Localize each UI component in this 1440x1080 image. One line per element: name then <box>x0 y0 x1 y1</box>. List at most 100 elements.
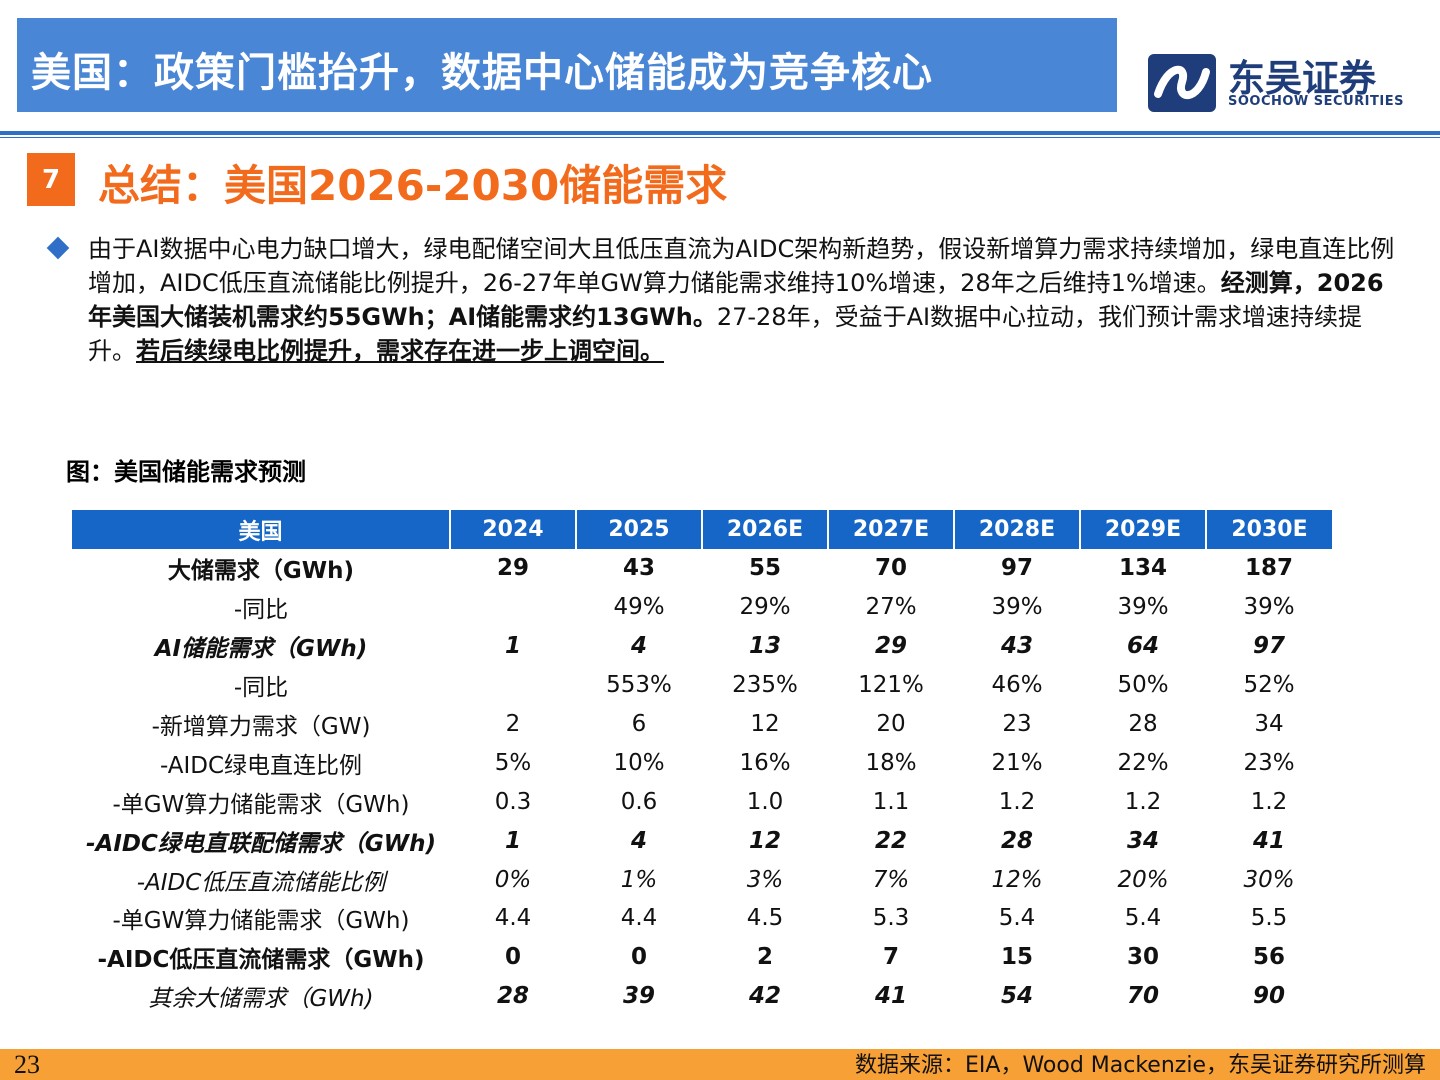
table-header-cell: 2025 <box>575 510 702 549</box>
table-cell: 54 <box>1000 983 1033 1010</box>
table-cell <box>450 588 576 627</box>
table-cell: 553% <box>606 672 672 699</box>
table-cell: 0.3 <box>494 788 532 815</box>
company-logo: 东吴证券 SOOCHOW SECURITIES <box>1148 50 1408 114</box>
table-cell: 70 <box>874 555 907 582</box>
table-row: -同比 49% 29% 27% 39% 39% 39% <box>72 588 1332 627</box>
table-cell: 34 <box>1126 827 1159 854</box>
table-cell: 21% <box>991 749 1043 776</box>
page-title: 美国：政策门槛抬升，数据中心储能成为竞争核心 <box>31 50 933 96</box>
table-cell: 5.4 <box>1124 905 1162 932</box>
table-cell: 23% <box>1243 749 1295 776</box>
table-header-row: 美国 2024 2025 2026E 2027E 2028E 2029E 203… <box>72 510 1332 549</box>
table-cell: 6 <box>631 711 647 737</box>
table-cell: 5.4 <box>998 905 1036 932</box>
table-cell: 16% <box>739 749 791 776</box>
summary-paragraph: 由于AI数据中心电力缺口增大，绿电配储空间大且低压直流为AIDC架构新趋势，假设… <box>88 232 1398 368</box>
row-label: -AIDC低压直流储需求（GWh) <box>97 947 425 974</box>
table-cell: 12% <box>991 866 1043 893</box>
table-cell: 29% <box>739 594 791 621</box>
row-label: -新增算力需求（GW) <box>151 714 371 740</box>
table-row: -同比 553% 235% 121% 46% 50% 52% <box>72 666 1332 705</box>
table-cell: 4.4 <box>620 905 658 932</box>
table-cell: 29 <box>874 633 907 660</box>
table-cell: 39% <box>991 594 1043 621</box>
row-label: -同比 <box>233 597 289 624</box>
table-cell: 56 <box>1252 944 1285 971</box>
table-row: AI储能需求（GWh) 1 4 13 29 43 64 97 <box>72 627 1332 666</box>
table-row: -AIDC绿电直联配储需求（GWh) 1 4 12 22 28 34 41 <box>72 821 1332 860</box>
title-banner: 美国：政策门槛抬升，数据中心储能成为竞争核心 <box>17 18 1117 112</box>
table-cell: 28 <box>1000 827 1033 854</box>
page-number: 23 <box>14 1050 40 1079</box>
table-cell: 55 <box>748 555 781 582</box>
table-cell: 41 <box>874 983 907 1010</box>
table-cell: 7% <box>872 866 910 893</box>
table-cell: 49% <box>613 594 665 621</box>
row-label: -单GW算力储能需求（GWh) <box>112 791 410 818</box>
table-cell: 13 <box>748 633 781 660</box>
table-row: -AIDC绿电直连比例 5% 10% 16% 18% 21% 22% 23% <box>72 743 1332 782</box>
row-label: AI储能需求（GWh) <box>154 636 368 663</box>
logo-english-name: SOOCHOW SECURITIES <box>1228 94 1404 109</box>
row-label: 其余大储需求（GWh) <box>148 986 374 1013</box>
table-cell: 43 <box>622 555 655 582</box>
table-cell: 1.2 <box>1124 788 1162 815</box>
demand-forecast-table: 美国 2024 2025 2026E 2027E 2028E 2029E 203… <box>72 510 1332 1016</box>
section-number-badge: 7 <box>27 153 75 206</box>
table-cell: 3% <box>746 866 784 893</box>
table-cell: 4 <box>630 827 647 854</box>
table-cell: 39% <box>1117 594 1169 621</box>
figure-caption: 图：美国储能需求预测 <box>66 458 306 486</box>
table-cell: 22% <box>1117 749 1169 776</box>
table-cell: 1.2 <box>998 788 1036 815</box>
table-cell: 46% <box>991 672 1043 699</box>
table-cell: 4.5 <box>746 905 784 932</box>
table-header-cell: 2024 <box>449 510 576 549</box>
table-row: -单GW算力储能需求（GWh) 4.4 4.4 4.5 5.3 5.4 5.4 … <box>72 899 1332 938</box>
table-cell: 97 <box>1252 633 1285 660</box>
row-label: 大储需求（GWh) <box>167 558 355 585</box>
table-cell: 5.5 <box>1250 905 1288 932</box>
row-label: -AIDC绿电直连比例 <box>159 752 363 779</box>
diamond-bullet-icon <box>46 236 70 260</box>
table-row: -单GW算力储能需求（GWh) 0.3 0.6 1.0 1.1 1.2 1.2 … <box>72 782 1332 821</box>
table-header-cell: 美国 <box>72 510 450 549</box>
summary-highlight: 经测算，2026年美国大储装机需求约55GWh；AI储能需求约13GWh。 <box>88 269 1384 331</box>
table-header-cell: 2027E <box>827 510 954 549</box>
table-cell: 39 <box>622 983 655 1010</box>
table-cell: 4 <box>630 633 647 660</box>
table-cell <box>450 666 576 705</box>
table-cell: 30% <box>1243 866 1295 893</box>
row-label: -单GW算力储能需求（GWh) <box>112 908 410 935</box>
table-row: -AIDC低压直流储需求（GWh) 0 0 2 7 15 30 56 <box>72 938 1332 977</box>
table-cell: 41 <box>1252 827 1285 854</box>
table-header-cell: 2029E <box>1079 510 1206 549</box>
table-header-cell: 2028E <box>953 510 1080 549</box>
table-cell: 52% <box>1243 672 1295 699</box>
table-cell: 18% <box>865 749 917 776</box>
table-cell: 0 <box>630 944 647 971</box>
summary-text-2: 27-28年，受益于AI数据中心拉动，我们预计需求增速持续提升。 <box>88 303 1363 365</box>
table-cell: 50% <box>1117 672 1169 699</box>
table-cell: 12 <box>750 711 780 737</box>
header-divider-thin <box>0 137 1440 138</box>
table-cell: 12 <box>748 827 781 854</box>
table-cell: 97 <box>1000 555 1033 582</box>
table-cell: 28 <box>1128 711 1158 737</box>
table-cell: 43 <box>1000 633 1033 660</box>
soochow-logo-icon <box>1148 54 1216 112</box>
table-cell: 70 <box>1126 983 1159 1010</box>
table-cell: 90 <box>1252 983 1285 1010</box>
logo-chinese-name: 东吴证券 <box>1228 57 1376 100</box>
table-cell: 1.0 <box>746 788 784 815</box>
table-row: 其余大储需求（GWh) 28 39 42 41 54 70 90 <box>72 977 1332 1016</box>
data-source-note: 数据来源：EIA，Wood Mackenzie，东吴证券研究所测算 <box>855 1053 1426 1078</box>
table-cell: 23 <box>1002 711 1032 737</box>
table-cell: 7 <box>882 944 899 971</box>
table-header-cell: 2026E <box>701 510 828 549</box>
table-cell: 20% <box>1117 866 1169 893</box>
table-cell: 28 <box>496 983 529 1010</box>
summary-underlined: 若后续绿电比例提升，需求存在进一步上调空间。 <box>136 337 664 365</box>
table-cell: 0 <box>504 944 521 971</box>
